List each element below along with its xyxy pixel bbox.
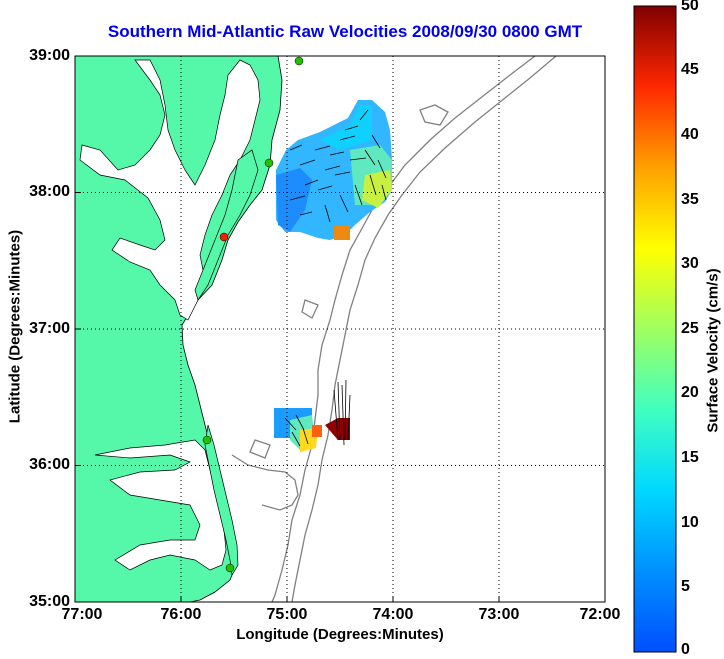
velocity-field-north — [276, 100, 392, 240]
station-marker[interactable] — [202, 435, 212, 445]
station-marker[interactable] — [264, 158, 274, 168]
y-axis-label: Latitude (Degrees:Minutes) — [6, 229, 24, 424]
station-marker[interactable] — [219, 232, 229, 242]
colorbar-tick-label: 0 — [681, 641, 690, 658]
x-tick-label: 76:00 — [160, 606, 202, 623]
colorbar-tick-label: 5 — [681, 578, 690, 595]
x-tick-label: 77:00 — [61, 606, 103, 623]
station-marker[interactable] — [294, 56, 304, 66]
x-tick-label: 72:00 — [579, 606, 621, 623]
y-tick-label: 38:00 — [29, 183, 70, 200]
colorbar-tick-label: 20 — [681, 384, 699, 401]
station-marker[interactable] — [225, 563, 235, 573]
outer-banks — [204, 424, 239, 577]
map-grid — [75, 56, 605, 602]
map-title: Southern Mid-Atlantic Raw Velocities 200… — [107, 22, 583, 41]
x-tick-label: 75:00 — [266, 606, 308, 623]
colorbar-tick-label: 50 — [681, 0, 699, 14]
axis-ticks — [75, 192, 500, 602]
colorbar-tick-label: 45 — [681, 61, 699, 78]
velocity-field-south — [274, 379, 351, 452]
x-tick-label: 74:00 — [372, 606, 414, 623]
colorbar-tick-label: 10 — [681, 514, 699, 531]
y-tick-label: 39:00 — [29, 47, 70, 64]
station-markers[interactable] — [202, 56, 304, 573]
y-tick-label: 37:00 — [29, 320, 70, 337]
colorbar-tick-label: 40 — [681, 126, 699, 143]
x-axis-label: Longitude (Degrees:Minutes) — [236, 626, 444, 643]
eastern-shore — [194, 149, 259, 301]
colorbar-tick-label: 30 — [681, 255, 699, 272]
colorbar-tick-label: 35 — [681, 191, 699, 208]
y-tick-label: 35:00 — [29, 593, 70, 610]
bathymetry-contours — [231, 56, 557, 602]
colorbar-tick-label: 15 — [681, 449, 699, 466]
colorbar — [633, 5, 677, 653]
y-tick-label: 36:00 — [29, 456, 70, 473]
x-tick-label: 73:00 — [478, 606, 520, 623]
colorbar-label: Surface Velocity (cm/s) — [704, 268, 722, 433]
colorbar-tick-label: 25 — [681, 320, 699, 337]
